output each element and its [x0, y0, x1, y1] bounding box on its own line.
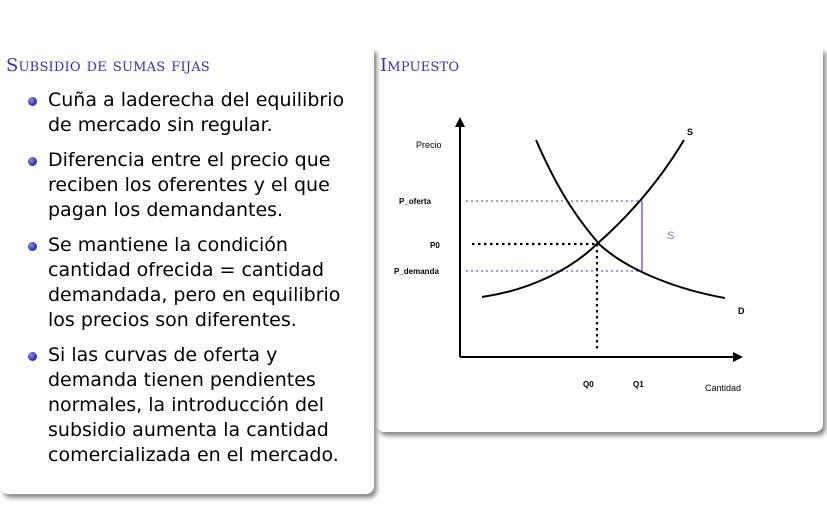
demand-label: D [738, 306, 745, 316]
subsidy-label: S [667, 230, 674, 242]
p0-label: P0 [430, 241, 440, 250]
y-axis-label: Precio [416, 140, 442, 150]
supply-curve [481, 139, 685, 298]
supply-label: S [687, 127, 693, 137]
right-block-title: Impuesto [380, 55, 460, 76]
q0-label: Q0 [583, 380, 594, 389]
bullet-icon [28, 352, 37, 361]
p-oferta-label: P_oferta [399, 197, 432, 206]
bullet-icon [28, 157, 37, 166]
left-block: Subsidio de sumas fijas Cuña a laderecha… [0, 48, 374, 494]
bullet-text: Diferencia entre el precio que reciben l… [48, 149, 331, 221]
bullet-list: Cuña a laderecha del equilibrio de merca… [26, 88, 366, 478]
bullet-text: Cuña a laderecha del equilibrio de merca… [48, 89, 345, 136]
x-axis-label: Cantidad [705, 383, 741, 393]
bullet-item: Diferencia entre el precio que reciben l… [26, 148, 366, 223]
bullet-text: Si las curvas de oferta y demanda tienen… [48, 344, 339, 466]
bullet-item: Se mantiene la condición cantidad ofreci… [26, 233, 366, 333]
bullet-text: Se mantiene la condición cantidad ofreci… [48, 234, 341, 331]
p-demanda-label: P_demanda [394, 267, 439, 276]
bullet-icon [28, 97, 37, 106]
q1-label: Q1 [633, 380, 644, 389]
right-block: Impuesto [376, 48, 823, 432]
bullet-item: Si las curvas de oferta y demanda tienen… [26, 343, 366, 468]
left-block-title: Subsidio de sumas fijas [6, 55, 210, 76]
bullet-icon [28, 242, 37, 251]
bullet-item: Cuña a laderecha del equilibrio de merca… [26, 88, 366, 138]
demand-curve [535, 139, 726, 299]
